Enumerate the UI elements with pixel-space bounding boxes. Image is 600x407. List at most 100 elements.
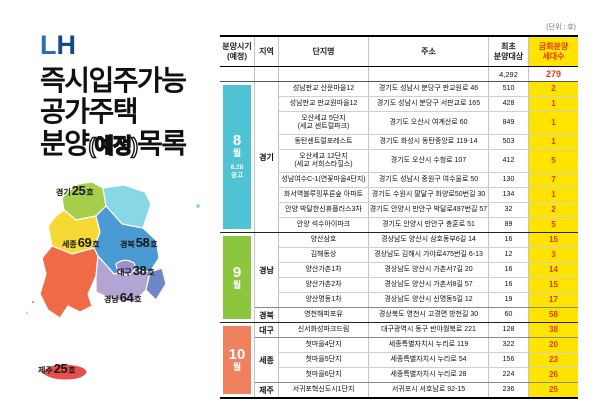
cell-current-units: 38 (529, 323, 578, 337)
cell-current-units: 1 (529, 97, 578, 111)
cell-complex-name: 양산가촌1차 (279, 263, 369, 277)
region-cell: 세종 (255, 338, 279, 382)
rows: 양산삼호 경상남도 양산시 삼호동부6길 14 16 15 김해동상 경상남도 김해시 가… (279, 233, 578, 307)
title-line-3a: 분양 (40, 127, 90, 159)
cell-first-target: 12 (489, 248, 529, 262)
cell-current-units: 7 (529, 173, 578, 187)
map-island-west-3 (54, 188, 60, 194)
region-cell: 제주 (255, 383, 279, 397)
table-row: 양산명동1차 경상남도 양산시 신명동5길 12 19 17 (279, 293, 578, 307)
cell-complex-name: 양산명동1차 (279, 293, 369, 307)
cell-first-target: 428 (489, 97, 529, 111)
table-row: 신서화성파크드림 대구광역시 동구 반야월북로 221 128 38 (279, 323, 578, 337)
table-row: 양산가촌1차 경상남도 양산시 가촌서7길 20 16 14 (279, 263, 578, 278)
region-group: 세종 첫마을4단지 세종특별자치시 누리로 119 322 20 첫마을5단지 세종특별자치… (255, 338, 578, 383)
region-count: 64 (119, 290, 134, 305)
cell-first-target: 19 (489, 293, 529, 307)
month-suffix: 월 (232, 148, 242, 159)
cell-first-target: 32 (489, 203, 529, 217)
sale-table-panel: (단위 : 호) 분양시기 (예정) 지역 단지명 주소 최초 분양대상 금회분… (220, 22, 578, 399)
cell-address: 경기도 오산시 여계산로 60 (369, 112, 489, 134)
rows: 서귀포혁신도시1단지 서귀포시 서호남로 92-15 236 25 (279, 383, 578, 397)
region-groups: 경남 양산삼호 경상남도 양산시 삼호동부6길 14 16 15 김해동상 경상남도 김해시… (255, 233, 578, 322)
cell-address: 경기도 오산시 수청로 107 (369, 150, 489, 172)
region-unit: 호 (86, 188, 94, 197)
map-island-west-1 (30, 299, 36, 305)
region-name: 제주 (38, 366, 53, 375)
region-count: 25 (53, 361, 68, 376)
cell-first-target: 503 (489, 135, 529, 149)
cell-address: 경기도 성남시 분당구 서판교로 165 (369, 97, 489, 111)
header-schedule: 분양시기 (예정) (220, 37, 255, 66)
table-totals-row: 4,292 279 (220, 67, 578, 82)
cell-first-target: 134 (489, 188, 529, 202)
lh-logo-h: H (56, 30, 77, 60)
month-suffix: 월 (232, 362, 242, 373)
korea-map: 경기 25 호 세종 69 호 경북 58 호 대구 38 호 경남 64 호 … (12, 182, 212, 404)
rows: 신서화성파크드림 대구광역시 동구 반야월북로 221 128 38 (279, 323, 578, 337)
region-unit: 호 (92, 240, 100, 249)
cell-first-target: 322 (489, 338, 529, 352)
map-region-southeast (145, 267, 167, 301)
region-name: 경남 (104, 295, 119, 304)
month-number: 9 (232, 263, 242, 281)
cell-first-target: 510 (489, 82, 529, 96)
cell-current-units: 15 (529, 233, 578, 247)
cell-complex-name: 신서화성파크드림 (279, 323, 369, 337)
cell-first-target: 60 (489, 308, 529, 322)
region-count: 25 (71, 183, 86, 198)
cell-address: 경상남도 양산시 신명동5길 12 (369, 293, 489, 307)
map-label-sejong: 세종 69 호 (62, 235, 100, 250)
month-cell: 10 월 (220, 323, 255, 397)
cell-complex-name: 안양 박달한신휴플러스3차 (279, 203, 369, 217)
cell-complex-name: 첫마을4단지 (279, 338, 369, 352)
cell-current-units: 15 (529, 278, 578, 292)
map-label-daegu: 대구 38 호 (117, 263, 155, 278)
region-count: 38 (132, 263, 147, 278)
cell-address: 경기도 성남시 분당구 판교원로 46 (369, 82, 489, 96)
table-row: 오산세교 12단지 (세교 서희스타힐스) 경기도 오산시 수청로 107 412 5 (279, 150, 578, 173)
cell-address: 경상남도 양산시 가촌서8길 57 (369, 278, 489, 292)
region-group: 대구 신서화성파크드림 대구광역시 동구 반야월북로 221 128 38 (255, 323, 578, 338)
title-line-3: 분양(예정)목록 (40, 127, 187, 159)
region-name: 세종 (62, 240, 77, 249)
cell-complex-name: 서귀포혁신도시1단지 (279, 383, 369, 397)
cell-first-target: 16 (489, 278, 529, 292)
region-count: 58 (135, 235, 150, 250)
cell-complex-name: 첫마을5단지 (279, 353, 369, 367)
cell-address: 경기도 수원시 팔달구 화양로50번길 30 (369, 188, 489, 202)
cell-complex-name: 성남판교 판교원마을12 (279, 97, 369, 111)
cell-complex-name: 화서역블루밍푸른숲 아파트 (279, 188, 369, 202)
cell-address: 세종특별자치시 누리로 119 (369, 338, 489, 352)
cell-first-target: 16 (489, 233, 529, 247)
branding: LH 즉시입주가능 공가주택 분양(예정)목록 (40, 32, 187, 159)
cell-address: 경기도 안양시 만안구 박달로497번길 57 (369, 203, 489, 217)
table-row: 성남판교 산운마을12 경기도 성남시 분당구 판교원로 46 510 2 (279, 82, 578, 97)
cell-address: 경상남도 양산시 삼호동부6길 14 (369, 233, 489, 247)
month-group: 9 월 경남 양산삼호 경상남도 양산시 삼호동부6길 14 16 15 김해동상 경상남도 김… (220, 233, 578, 323)
map-label-jeju: 제주 25 호 (38, 361, 76, 376)
header-region: 지역 (255, 37, 279, 66)
region-groups: 경기 성남판교 산운마을12 경기도 성남시 분당구 판교원로 46 510 2 성남판교… (255, 82, 578, 232)
cell-first-target: 849 (489, 112, 529, 134)
month-cell: 8 월 8.28 공고 (220, 82, 255, 232)
lh-logo: LH (40, 32, 186, 59)
cell-complex-name: 안양 석수아이파크 (279, 218, 369, 232)
cell-address: 경기도 화성시 동탄중앙로 119-14 (369, 135, 489, 149)
cell-complex-name: 동탄센트럴포레스트 (279, 135, 369, 149)
region-unit: 호 (147, 268, 155, 277)
table-row: 동탄센트럴포레스트 경기도 화성시 동탄중앙로 119-14 503 1 (279, 135, 578, 150)
cell-complex-name: 양산가촌2차 (279, 278, 369, 292)
table-row: 안양 박달한신휴플러스3차 경기도 안양시 만안구 박달로497번길 57 32 2 (279, 203, 578, 218)
cell-address: 서귀포시 서호남로 92-15 (369, 383, 489, 397)
table-row: 양산가촌2차 경상남도 양산시 가촌서8길 57 16 15 (279, 278, 578, 293)
title-line-1: 즉시입주가능 (40, 65, 187, 96)
totals-current-units: 279 (545, 68, 562, 79)
cell-address: 경상남도 양산시 가촌서7길 20 (369, 263, 489, 277)
cell-complex-name: 양산삼호 (279, 233, 369, 247)
cell-current-units: 2 (529, 82, 578, 96)
cell-complex-name: 김해동상 (279, 248, 369, 262)
cell-address: 세종특별자치시 누리로 54 (369, 353, 489, 367)
cell-current-units: 58 (529, 308, 578, 322)
